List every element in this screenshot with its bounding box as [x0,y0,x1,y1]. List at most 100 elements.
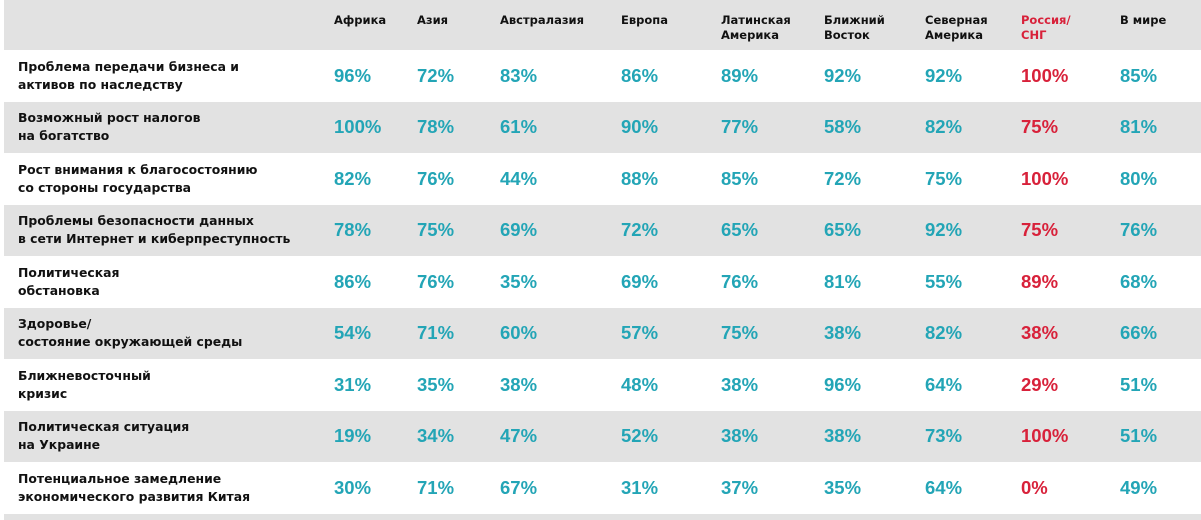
value-cell: 100% [1021,64,1069,86]
value-cell: 85% [1120,64,1158,86]
value-cell: 38% [500,373,538,395]
value-cell: 96% [334,64,372,86]
value-cell: 86% [621,64,659,86]
wealth-concerns-table: Африка Азия Австралазия Европа Латинская Аме… [4,0,1201,520]
row-label: Здоровье/ состояние окружающей среды [18,316,243,350]
value-cell: 65% [721,219,759,241]
value-cell: 48% [621,373,659,395]
value-cell: 85% [721,167,759,189]
value-cell: 69% [621,270,659,292]
value-cell: 68% [1120,270,1158,292]
value-cell: 58% [824,116,862,138]
column-header: Северная Америка [925,13,988,42]
table-row: Проблема передачи бизнеса и активов по н… [4,50,1201,102]
value-cell: 71% [417,322,455,344]
value-cell: 96% [824,373,862,395]
value-cell: 75% [1021,219,1059,241]
column-header: Россия/ СНГ [1021,13,1071,42]
value-cell: 47% [500,425,538,447]
value-cell: 72% [621,219,659,241]
value-cell: 0% [1021,476,1048,498]
value-cell: 82% [925,322,963,344]
value-cell: 64% [925,373,963,395]
value-cell: 81% [1120,116,1158,138]
value-cell: 60% [500,322,538,344]
value-cell: 38% [721,373,759,395]
column-header: В мире [1120,13,1167,27]
table-row: Политическая ситуация на Украине 19% 34% 47… [4,410,1201,462]
value-cell: 52% [621,425,659,447]
row-label: Проблемы безопасности данных в сети Инте… [18,213,291,247]
value-cell: 31% [334,373,372,395]
value-cell: 77% [721,116,759,138]
value-cell: 19% [334,425,372,447]
value-cell: 35% [417,373,455,395]
row-label: Потенциальное замедление экономического … [18,470,251,504]
value-cell: 29% [1021,373,1059,395]
value-cell: 89% [721,64,759,86]
value-cell: 90% [621,116,659,138]
value-cell: 35% [824,476,862,498]
value-cell: 51% [1120,425,1158,447]
column-header: Европа [621,13,668,27]
value-cell: 92% [925,64,963,86]
row-label: Политическая обстановка [18,264,120,298]
value-cell: 83% [500,64,538,86]
value-cell: 54% [334,322,372,344]
value-cell: 89% [1021,270,1059,292]
table-row: Политическая обстановка 86% 76% 35% 69% 76% 81… [4,256,1201,308]
row-label: Политическая ситуация на Украине [18,419,190,453]
value-cell: 76% [417,167,455,189]
value-cell: 73% [925,425,963,447]
value-cell: 76% [721,270,759,292]
value-cell: 75% [721,322,759,344]
value-cell: 72% [824,167,862,189]
value-cell: 69% [500,219,538,241]
value-cell: 82% [334,167,372,189]
value-cell: 65% [824,219,862,241]
value-cell: 31% [621,476,659,498]
value-cell: 61% [500,116,538,138]
value-cell: 64% [925,476,963,498]
value-cell: 88% [621,167,659,189]
value-cell: 92% [824,64,862,86]
value-cell: 81% [824,270,862,292]
value-cell: 100% [1021,425,1069,447]
table-row: Рост внимания к благосостоянию со сторон… [4,153,1201,205]
value-cell: 86% [334,270,372,292]
row-label: Ближневосточный кризис [18,367,151,401]
value-cell: 82% [925,116,963,138]
value-cell: 30% [334,476,372,498]
value-cell: 71% [417,476,455,498]
value-cell: 44% [500,167,538,189]
table-row: Потенциальное замедление экономического … [4,462,1201,514]
value-cell: 38% [824,425,862,447]
column-header: Африка [334,13,387,27]
value-cell: 38% [1021,322,1059,344]
value-cell: 92% [925,219,963,241]
table-header: Африка Азия Австралазия Европа Латинская Аме… [4,0,1201,50]
value-cell: 34% [417,425,455,447]
column-header: Латинская Америка [721,13,791,42]
value-cell: 49% [1120,476,1158,498]
value-cell: 78% [417,116,455,138]
value-cell: 57% [621,322,659,344]
value-cell: 67% [500,476,538,498]
value-cell: 78% [334,219,372,241]
row-label: Рост внимания к благосостоянию со сторон… [18,161,258,195]
header-corner [4,0,334,13]
column-header: Австралазия [500,13,584,27]
value-cell: 75% [1021,116,1059,138]
value-cell: 38% [824,322,862,344]
column-header: Азия [417,13,449,27]
table-body: Проблема передачи бизнеса и активов по н… [4,50,1201,514]
value-cell: 80% [1120,167,1158,189]
value-cell: 51% [1120,373,1158,395]
value-cell: 55% [925,270,963,292]
value-cell: 35% [500,270,538,292]
row-label: Возможный рост налогов на богатство [18,110,201,144]
value-cell: 76% [1120,219,1158,241]
value-cell: 100% [334,116,382,138]
table-row: Возможный рост налогов на богатство 100% 7… [4,101,1201,153]
value-cell: 100% [1021,167,1069,189]
